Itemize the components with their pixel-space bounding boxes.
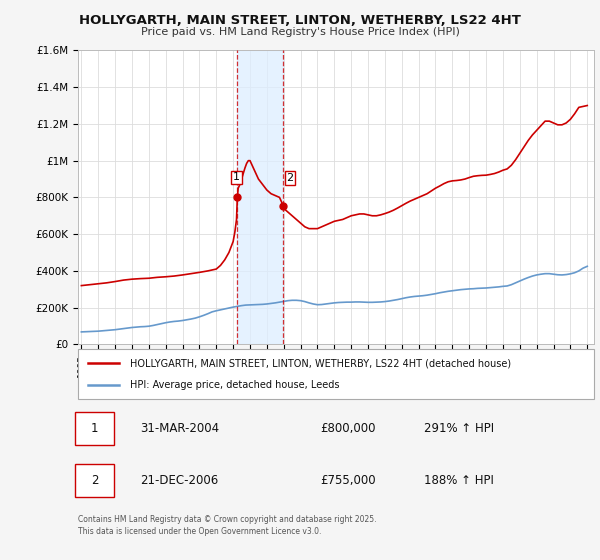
Text: HOLLYGARTH, MAIN STREET, LINTON, WETHERBY, LS22 4HT (detached house): HOLLYGARTH, MAIN STREET, LINTON, WETHERB… [130, 358, 511, 368]
Text: 21-DEC-2006: 21-DEC-2006 [140, 474, 218, 487]
Text: HPI: Average price, detached house, Leeds: HPI: Average price, detached house, Leed… [130, 380, 339, 390]
Text: 2: 2 [91, 474, 98, 487]
Text: 188% ↑ HPI: 188% ↑ HPI [424, 474, 494, 487]
Text: 291% ↑ HPI: 291% ↑ HPI [424, 422, 494, 435]
Text: 31-MAR-2004: 31-MAR-2004 [140, 422, 219, 435]
Text: 2: 2 [286, 173, 293, 183]
Text: Price paid vs. HM Land Registry's House Price Index (HPI): Price paid vs. HM Land Registry's House … [140, 27, 460, 37]
Bar [238, 50, 283, 344]
FancyBboxPatch shape [78, 349, 594, 399]
Text: 1: 1 [233, 172, 240, 182]
Text: 1: 1 [91, 422, 98, 435]
FancyBboxPatch shape [76, 412, 114, 445]
Text: HOLLYGARTH, MAIN STREET, LINTON, WETHERBY, LS22 4HT: HOLLYGARTH, MAIN STREET, LINTON, WETHERB… [79, 14, 521, 27]
Text: £800,000: £800,000 [320, 422, 376, 435]
Text: £755,000: £755,000 [320, 474, 376, 487]
Text: Contains HM Land Registry data © Crown copyright and database right 2025.
This d: Contains HM Land Registry data © Crown c… [78, 515, 377, 536]
FancyBboxPatch shape [76, 464, 114, 497]
